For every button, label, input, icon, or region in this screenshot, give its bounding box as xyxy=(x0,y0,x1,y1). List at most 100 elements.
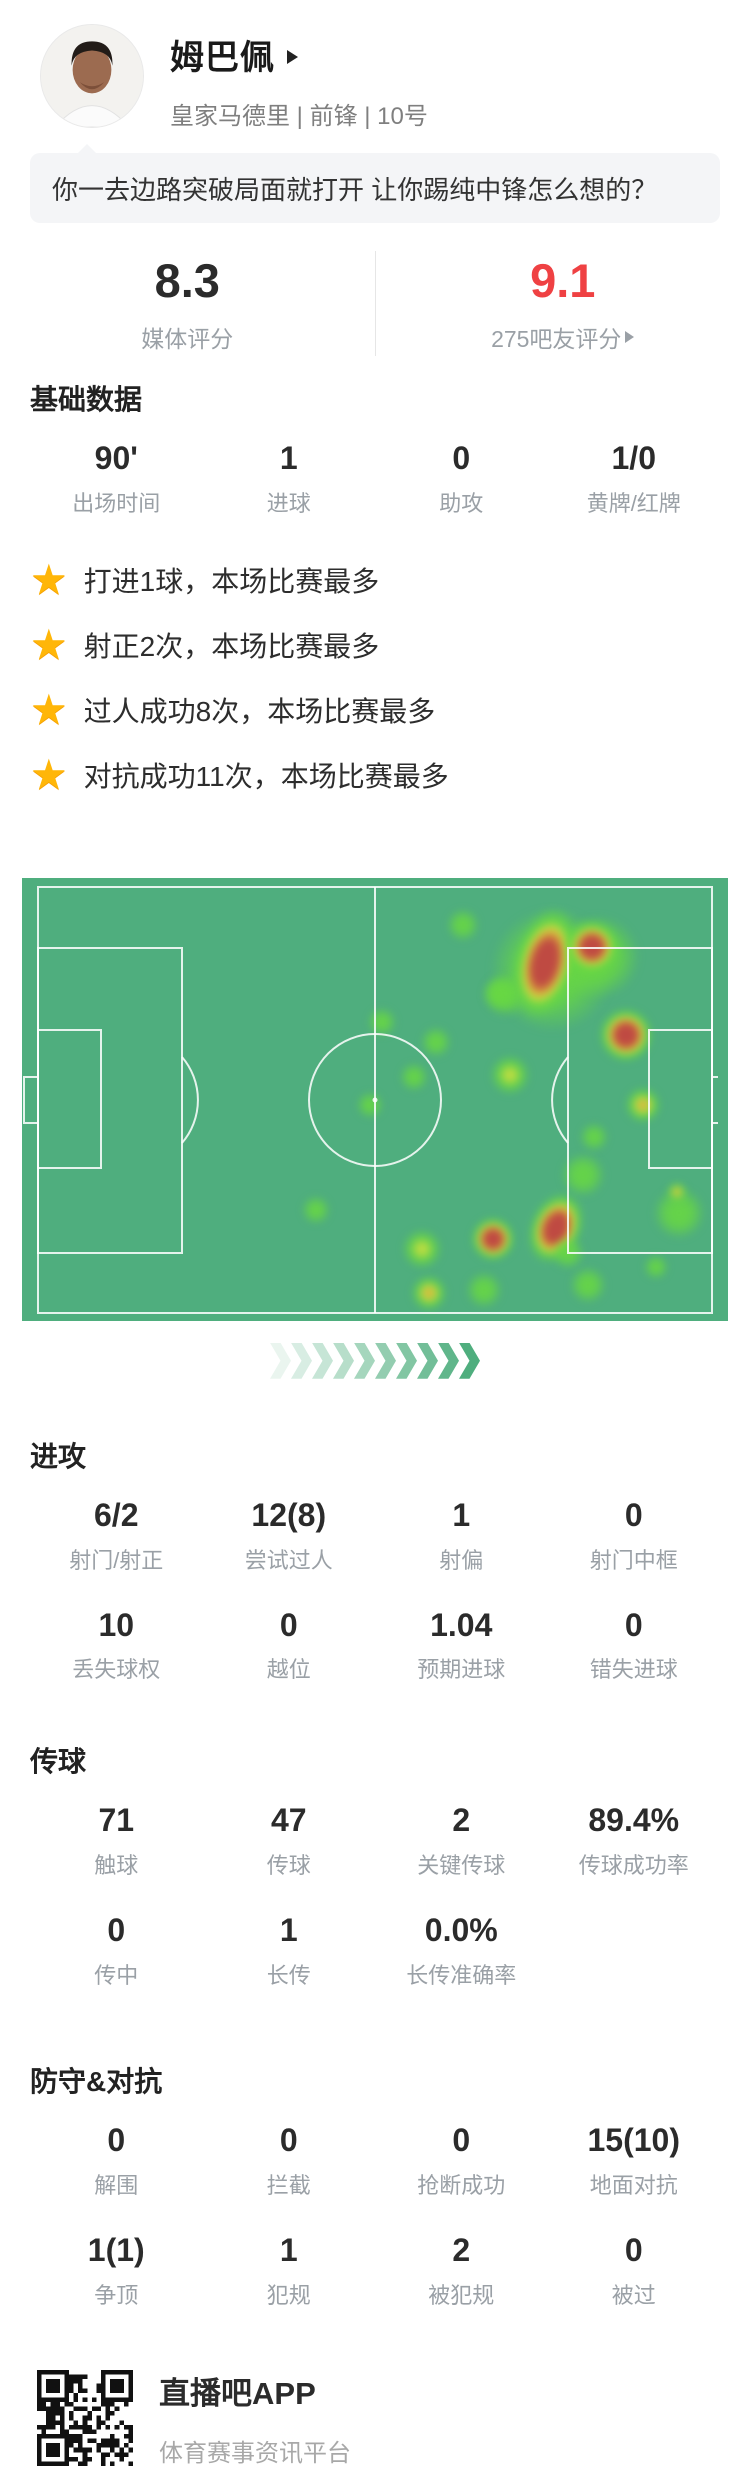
player-photo xyxy=(41,25,143,127)
stat-crosses: 0 传中 xyxy=(94,1912,139,1988)
heat-blob-green xyxy=(302,1195,331,1224)
heat-blob-red xyxy=(599,1007,654,1062)
section-passing: 传球 71 触球 47 传球 2 关键传球 89.4% 传球成功率 0 传中 1… xyxy=(0,1740,750,1990)
star-icon: ★ xyxy=(30,556,68,604)
chevron-icon xyxy=(438,1342,459,1379)
chevron-icon xyxy=(270,1342,291,1379)
stat-shots: 6/2 射门/射正 xyxy=(69,1496,164,1573)
section-basic: 基础数据 90' 出场时间 1 进球 0 助攻 1/0 黄牌/红牌 xyxy=(0,378,750,518)
qr-code xyxy=(37,2369,133,2466)
attack-stats-grid: 6/2 射门/射正 12(8) 尝试过人 1 射偏 0 射门中框 10 丢失球权… xyxy=(30,1497,720,1685)
player-header: 姆巴佩 皇家马德里 | 前锋 | 10号 xyxy=(0,0,750,131)
stat-aerial-duels: 1(1) 争顶 xyxy=(87,2231,145,2308)
pitch-markings xyxy=(23,885,718,1314)
fan-quote-text: 你一去边路突破局面就打开 让你踢纯中锋怎么想的？ xyxy=(52,174,658,205)
stat-empty xyxy=(548,1912,721,1990)
basic-stats-grid: 90' 出场时间 1 进球 0 助攻 1/0 黄牌/红牌 xyxy=(30,440,720,518)
player-name-row[interactable]: 姆巴佩 xyxy=(170,30,428,79)
stat-possession-lost: 10 丢失球权 xyxy=(72,1606,161,1683)
stat-fouled: 2 被犯规 xyxy=(428,2231,495,2308)
media-rating-label: 媒体评分 xyxy=(141,326,234,352)
footer-text: 直播吧APP 体育赛事资讯平台 xyxy=(159,2368,351,2468)
stat-offsides: 0 越位 xyxy=(266,1606,311,1683)
heat-blob-green xyxy=(466,1271,503,1308)
chevron-icon xyxy=(291,1342,312,1379)
highlight-item: ★ 打进1球，本场比赛最多 xyxy=(30,556,380,604)
stat-fouls: 1 犯规 xyxy=(266,2231,311,2308)
stat-woodwork: 0 射门中框 xyxy=(589,1496,678,1573)
heat-blob-yellow xyxy=(401,1228,442,1269)
chevron-icon xyxy=(417,1342,438,1379)
stat-pass-accuracy: 89.4% 传球成功率 xyxy=(578,1802,689,1879)
section-attack: 进攻 6/2 射门/射正 12(8) 尝试过人 1 射偏 0 射门中框 10 丢… xyxy=(0,1435,750,1685)
avatar xyxy=(40,24,144,128)
heat-blob-green xyxy=(447,908,480,941)
chevron-icon xyxy=(375,1342,396,1379)
fans-rating-caret-icon xyxy=(625,331,635,343)
section-defense: 防守&对抗 0 解围 0 拦截 0 抢断成功 15(10) 地面对抗 1(1) … xyxy=(0,2060,750,2310)
stat-cards: 1/0 黄牌/红牌 xyxy=(586,440,681,516)
heat-blob-green xyxy=(368,1007,397,1036)
star-icon: ★ xyxy=(30,621,68,669)
stat-long-balls: 1 长传 xyxy=(266,1912,311,1988)
player-info: 姆巴佩 皇家马德里 | 前锋 | 10号 xyxy=(170,24,428,131)
heat-blob-orange xyxy=(410,1274,447,1311)
chevron-icon xyxy=(333,1342,354,1379)
stat-minutes: 90' 出场时间 xyxy=(72,440,161,516)
ratings-row: 8.3 媒体评分 9.1 275吧友评分 xyxy=(0,251,750,356)
highlights-list: ★ 打进1球，本场比赛最多 ★ 射正2次，本场比赛最多 ★ 过人成功8次，本场比… xyxy=(0,548,750,808)
media-rating: 8.3 媒体评分 xyxy=(0,251,376,356)
stat-dribbled-past: 0 被过 xyxy=(611,2231,656,2308)
heat-blob-red xyxy=(470,1216,515,1261)
fan-quote-bubble: 你一去边路突破局面就打开 让你踢纯中锋怎么想的？ xyxy=(30,144,720,223)
star-icon: ★ xyxy=(30,751,68,799)
section-attack-title: 进攻 xyxy=(30,1440,87,1472)
stat-goals: 1 进球 xyxy=(266,440,311,516)
app-footer: 直播吧APP 体育赛事资讯平台 xyxy=(37,2368,720,2468)
player-team-position: 皇家马德里 | 前锋 | 10号 xyxy=(170,103,428,130)
stat-interceptions: 0 拦截 xyxy=(266,2121,311,2198)
heat-blob-green xyxy=(482,976,515,1009)
stat-ground-duels: 15(10) 地面对抗 xyxy=(587,2121,681,2198)
stat-big-chances-missed: 0 错失进球 xyxy=(589,1606,678,1683)
touch-heatmap-pitch xyxy=(22,877,728,1321)
heat-blob-orange xyxy=(667,1181,688,1202)
stat-shots-off: 1 射偏 xyxy=(439,1496,484,1573)
media-rating-value: 8.3 xyxy=(154,254,220,307)
app-name: 直播吧APP xyxy=(159,2375,316,2411)
chevron-icon xyxy=(396,1342,417,1379)
stat-clearances: 0 解围 xyxy=(94,2121,139,2198)
chevron-icon xyxy=(459,1342,480,1379)
passing-stats-grid: 71 触球 47 传球 2 关键传球 89.4% 传球成功率 0 传中 1 长传… xyxy=(30,1802,720,1990)
stat-assists: 0 助攻 xyxy=(439,440,484,516)
chevron-icon xyxy=(312,1342,333,1379)
stat-touches: 71 触球 xyxy=(94,1802,139,1879)
stat-long-ball-accuracy: 0.0% 长传准确率 xyxy=(406,1912,517,1988)
heat-blob-green xyxy=(399,1062,428,1091)
heat-blob-green xyxy=(579,1122,608,1151)
heat-blob-green xyxy=(570,1266,607,1303)
fans-rating-value: 9.1 xyxy=(530,254,596,307)
heat-blob-green xyxy=(420,1026,451,1057)
star-icon: ★ xyxy=(30,686,68,734)
stat-passes: 47 传球 xyxy=(266,1802,311,1879)
stat-key-passes: 2 关键传球 xyxy=(417,1802,506,1879)
heat-blob-green xyxy=(357,1091,384,1118)
app-description: 体育赛事资讯平台 xyxy=(159,2439,351,2467)
section-passing-title: 传球 xyxy=(30,1746,87,1778)
chevron-icon xyxy=(354,1342,375,1379)
defense-stats-grid: 0 解围 0 拦截 0 抢断成功 15(10) 地面对抗 1(1) 争顶 1 犯… xyxy=(30,2122,720,2310)
fans-rating-label[interactable]: 275吧友评分 xyxy=(376,320,750,354)
direction-of-play-chevrons xyxy=(0,1342,750,1379)
heat-blob-orange xyxy=(624,1086,661,1123)
heat-blob-yellow xyxy=(489,1054,530,1095)
heat-blob-green xyxy=(643,1254,668,1279)
highlight-item: ★ 对抗成功11次，本场比赛最多 xyxy=(30,751,449,799)
fans-rating[interactable]: 9.1 275吧友评分 xyxy=(376,251,750,356)
highlight-item: ★ 过人成功8次，本场比赛最多 xyxy=(30,686,436,734)
section-defense-title: 防守&对抗 xyxy=(30,2065,163,2097)
stat-xg: 1.04 预期进球 xyxy=(417,1606,506,1683)
highlight-item: ★ 射正2次，本场比赛最多 xyxy=(30,621,380,669)
stat-tackles-won: 0 抢断成功 xyxy=(417,2121,506,2198)
name-caret-icon xyxy=(287,49,298,64)
